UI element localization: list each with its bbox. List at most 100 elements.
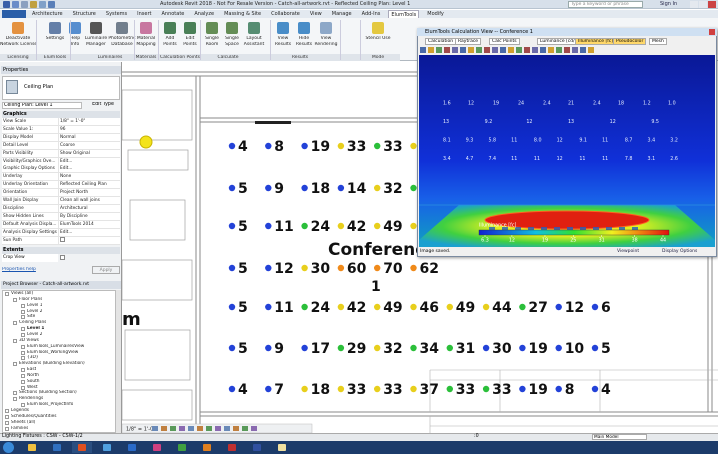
tree-toggle[interactable] — [13, 338, 17, 343]
tree-item[interactable]: Level 2 — [27, 308, 43, 314]
toolbar-icon[interactable] — [484, 47, 490, 53]
taskbar-app[interactable] — [147, 442, 167, 453]
tree-item[interactable]: Level 2 — [27, 331, 43, 337]
viewpoint-button[interactable]: Viewpoint — [617, 249, 640, 254]
tree-item[interactable]: Views (all) — [11, 291, 34, 296]
instance-dropdown[interactable]: Ceiling Plan: Level 1 — [2, 102, 82, 109]
search-box[interactable]: Type a keyword or phrase — [568, 1, 643, 8]
ribbon-icon[interactable] — [116, 22, 128, 34]
tree-item[interactable]: South — [27, 378, 40, 384]
property-value[interactable]: ElumTools 2014 — [58, 220, 120, 229]
property-value[interactable]: Edit... — [58, 228, 120, 237]
toolbar-icon[interactable] — [548, 47, 554, 53]
tree-toggle[interactable] — [21, 379, 25, 384]
tree-item[interactable]: 3D Views — [19, 337, 39, 343]
ribbon-icon[interactable] — [277, 22, 289, 34]
toolbar-icon[interactable] — [500, 47, 506, 53]
toolbar-icon[interactable] — [524, 47, 530, 53]
tree-toggle[interactable] — [13, 362, 17, 367]
taskbar-app[interactable] — [97, 442, 117, 453]
tree-item[interactable]: East — [27, 367, 37, 373]
ribbon-icon[interactable] — [248, 22, 260, 34]
ribbon-icon[interactable] — [320, 22, 332, 34]
ribbon-tab[interactable]: Collaborate — [271, 11, 300, 17]
ribbon-icon[interactable] — [226, 22, 238, 34]
tree-item[interactable]: West — [27, 384, 38, 390]
tree-toggle[interactable] — [5, 414, 9, 419]
toolbar-icon[interactable] — [420, 47, 426, 53]
tree-item[interactable]: ElumTools_WorkingView — [27, 349, 79, 355]
tree-toggle[interactable] — [21, 332, 25, 337]
tree-item[interactable]: Families — [11, 425, 29, 431]
taskbar-app[interactable] — [72, 442, 92, 453]
ribbon-icon[interactable] — [90, 22, 102, 34]
taskbar-app[interactable] — [222, 442, 242, 453]
toolbar-icon[interactable] — [508, 47, 514, 53]
tree-item[interactable]: ElumTools_ProjectInfo — [27, 402, 74, 408]
quick-access-icon[interactable] — [3, 1, 10, 8]
tree-toggle[interactable] — [5, 426, 9, 431]
ribbon-icon[interactable] — [140, 22, 152, 34]
toolbar-icon[interactable] — [556, 47, 562, 53]
calc-view-close[interactable] — [709, 29, 715, 35]
toolbar-control[interactable]: Calculation — [425, 38, 457, 45]
tree-toggle[interactable] — [21, 403, 25, 408]
tree-toggle[interactable] — [21, 356, 25, 361]
window-control[interactable] — [699, 1, 707, 8]
tree-item[interactable]: Floor Plans — [19, 296, 43, 302]
property-value[interactable]: Show Original — [58, 149, 120, 158]
taskbar-app[interactable] — [272, 442, 292, 453]
tree-toggle[interactable] — [5, 409, 9, 413]
display-options-button[interactable]: Display Options — [662, 249, 698, 254]
toolbar-icon[interactable] — [436, 47, 442, 53]
toolbar-control[interactable]: Mesh — [649, 38, 667, 45]
tree-toggle[interactable] — [5, 292, 9, 296]
toolbar-control[interactable]: Calc Points — [489, 38, 520, 45]
tree-toggle[interactable] — [5, 420, 9, 425]
edit-type-button[interactable]: Edit Type — [92, 102, 114, 107]
quick-access-icon[interactable] — [30, 1, 37, 8]
tree-item[interactable]: Renderings — [19, 396, 44, 402]
window-control[interactable] — [708, 1, 716, 8]
property-value[interactable]: 1/8" = 1'-0" — [58, 118, 120, 126]
tree-item[interactable]: Ceiling Plans — [19, 320, 47, 326]
property-value[interactable]: 96 — [58, 125, 120, 134]
tree-item[interactable]: Level 1 — [27, 302, 43, 308]
property-value[interactable] — [58, 236, 120, 245]
quick-access-icon[interactable] — [12, 1, 19, 8]
taskbar-app[interactable] — [172, 442, 192, 453]
property-value[interactable]: Clean all wall joins — [58, 197, 120, 205]
toolbar-icon[interactable] — [516, 47, 522, 53]
ribbon-icon[interactable] — [372, 22, 384, 34]
property-value[interactable]: Architectural — [58, 204, 120, 213]
taskbar-app[interactable] — [47, 442, 67, 453]
tree-toggle[interactable] — [21, 327, 25, 332]
tree-toggle[interactable] — [21, 315, 25, 320]
taskbar-app[interactable] — [247, 442, 267, 453]
ribbon-tab[interactable]: Systems — [105, 11, 128, 17]
tree-toggle[interactable] — [13, 321, 17, 326]
tree-item[interactable]: North — [27, 372, 40, 378]
taskbar-app[interactable] — [197, 442, 217, 453]
toolbar-control[interactable]: Pseudocolor — [613, 38, 647, 45]
tree-item[interactable]: {3D} — [27, 355, 39, 361]
toolbar-icon[interactable] — [452, 47, 458, 53]
tree-toggle[interactable] — [21, 344, 25, 349]
tree-toggle[interactable] — [13, 297, 17, 302]
sign-in[interactable]: Sign In — [660, 1, 678, 7]
toolbar-icon[interactable] — [444, 47, 450, 53]
property-value[interactable]: Edit... — [58, 157, 120, 166]
sun-path-checkbox[interactable] — [60, 237, 65, 242]
ribbon-tab[interactable]: Add-Ins — [361, 11, 381, 17]
property-value[interactable]: Project North — [58, 189, 120, 198]
ribbon-icon[interactable] — [298, 22, 310, 34]
toolbar-icon[interactable] — [572, 47, 578, 53]
toolbar-icon[interactable] — [476, 47, 482, 53]
toolbar-control[interactable]: Raytrace — [455, 38, 482, 45]
ribbon-icon[interactable] — [164, 22, 176, 34]
property-value[interactable]: Normal — [58, 133, 120, 142]
tree-toggle[interactable] — [21, 309, 25, 314]
tree-item[interactable]: Schedules/Quantities — [11, 413, 57, 419]
tree-item[interactable]: Sheets (all) — [11, 419, 36, 425]
ribbon-tab[interactable]: Modify — [427, 11, 444, 17]
